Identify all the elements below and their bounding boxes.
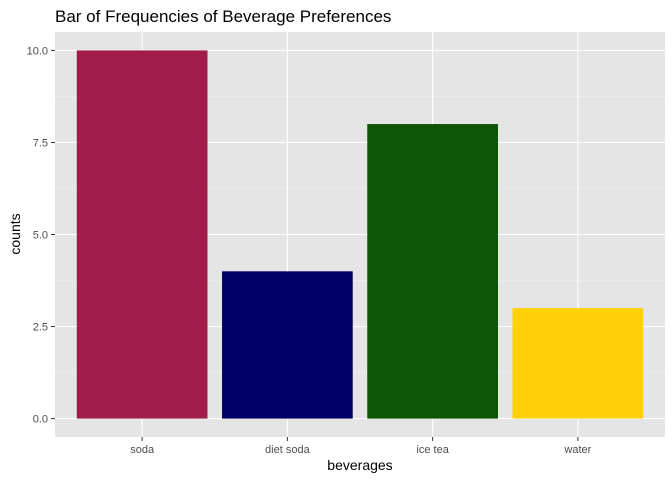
y-tick-label: 7.5 [33,137,48,149]
y-axis: 0.0 2.5 5.0 7.5 10.0 [27,45,55,426]
y-tick-label: 2.5 [33,322,48,334]
bar-diet-soda [222,271,353,419]
bars [76,50,644,419]
bar-ice-tea [367,124,498,419]
bar-soda [76,50,208,419]
chart-title: Bar of Frequencies of Beverage Preferenc… [55,7,391,26]
x-tick-label: diet soda [265,444,311,456]
y-tick-label: 0.0 [33,414,48,426]
y-tick-label: 10.0 [27,45,48,57]
x-tick-label: ice tea [416,444,449,456]
y-tick-label: 5.0 [33,230,48,242]
x-axis: soda diet soda ice tea water [130,437,592,456]
bar-water [512,308,644,419]
x-tick-label: soda [130,444,155,456]
x-tick-label: water [563,444,591,456]
x-axis-title: beverages [327,457,392,473]
y-axis-title: counts [7,213,23,254]
